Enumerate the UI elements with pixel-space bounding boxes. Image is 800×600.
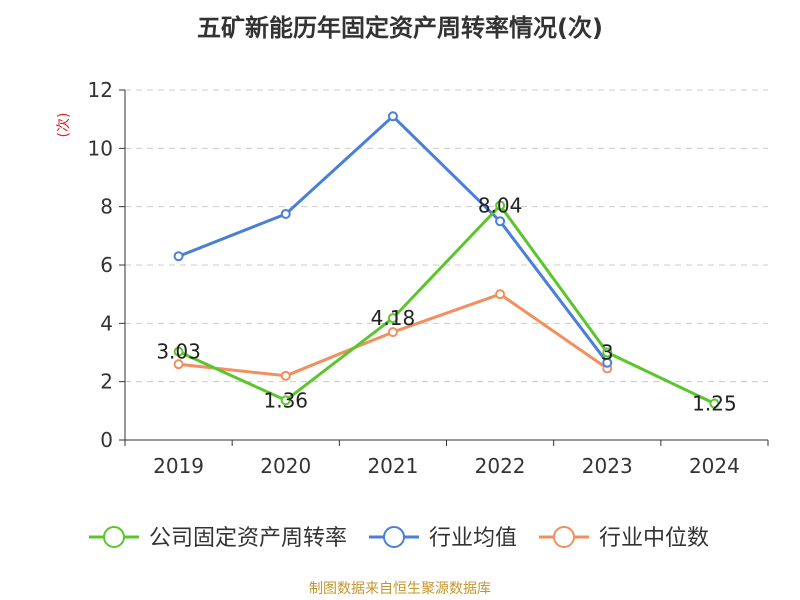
data-point <box>173 359 184 370</box>
x-tick-label: 2020 <box>260 454 311 478</box>
legend: 公司固定资产周转率 行业均值 行业中位数 <box>89 526 709 551</box>
legend-item: 公司固定资产周转率 <box>89 526 347 551</box>
x-tick-label: 2019 <box>153 454 204 478</box>
source-note: 制图数据来自恒生聚源数据库 <box>309 581 491 597</box>
data-label: 1.25 <box>692 392 737 416</box>
legend-label: 公司固定资产周转率 <box>149 526 347 551</box>
legend-marker-circle <box>383 526 405 548</box>
data-point <box>602 347 613 358</box>
data-label: 1.36 <box>263 388 308 412</box>
series-line <box>177 204 716 405</box>
data-point <box>280 395 291 406</box>
y-tick-label: 4 <box>100 311 113 335</box>
legend-item: 行业均值 <box>369 526 517 551</box>
legend-marker-circle <box>103 526 125 548</box>
x-tick-label: 2024 <box>689 454 740 478</box>
data-point <box>495 289 506 300</box>
grid-lines <box>125 89 768 383</box>
data-point <box>387 327 398 338</box>
data-point <box>387 313 398 324</box>
data-point <box>280 208 291 219</box>
y-tick-label: 10 <box>88 136 113 160</box>
data-point <box>495 200 506 211</box>
data-label: 3 <box>601 341 614 365</box>
legend-label: 行业均值 <box>429 526 517 551</box>
x-tick-label: 2021 <box>367 454 418 478</box>
data-point <box>387 111 398 122</box>
data-point <box>173 346 184 357</box>
axes: 0 2 4 6 8 10 12 2019 2020 2021 2022 2023 2024 <box>88 78 769 478</box>
data-label: 8.04 <box>478 194 523 218</box>
data-point <box>602 357 613 368</box>
y-tick-label: 8 <box>100 195 113 219</box>
data-point <box>280 370 291 381</box>
y-tick-label: 0 <box>100 428 113 452</box>
data-label: 3.03 <box>156 340 201 364</box>
legend-item: 行业中位数 <box>539 526 709 551</box>
legend-marker-circle <box>553 526 575 548</box>
data-point <box>709 398 720 409</box>
y-tick-label: 6 <box>100 253 113 277</box>
y-tick-label: 2 <box>100 370 113 394</box>
chart-title: 五矿新能历年固定资产周转率情况(次) <box>197 14 603 42</box>
data-labels: 3.03 1.36 4.18 8.04 3 1.25 <box>156 194 736 416</box>
data-label: 4.18 <box>371 306 416 330</box>
data-point <box>173 251 184 262</box>
data-point <box>495 216 506 227</box>
y-tick-label: 12 <box>88 78 113 102</box>
y-axis-label: (次) <box>56 113 72 138</box>
x-tick-label: 2023 <box>582 454 633 478</box>
x-tick-label: 2022 <box>475 454 526 478</box>
legend-label: 行业中位数 <box>599 526 709 551</box>
series <box>173 111 720 409</box>
